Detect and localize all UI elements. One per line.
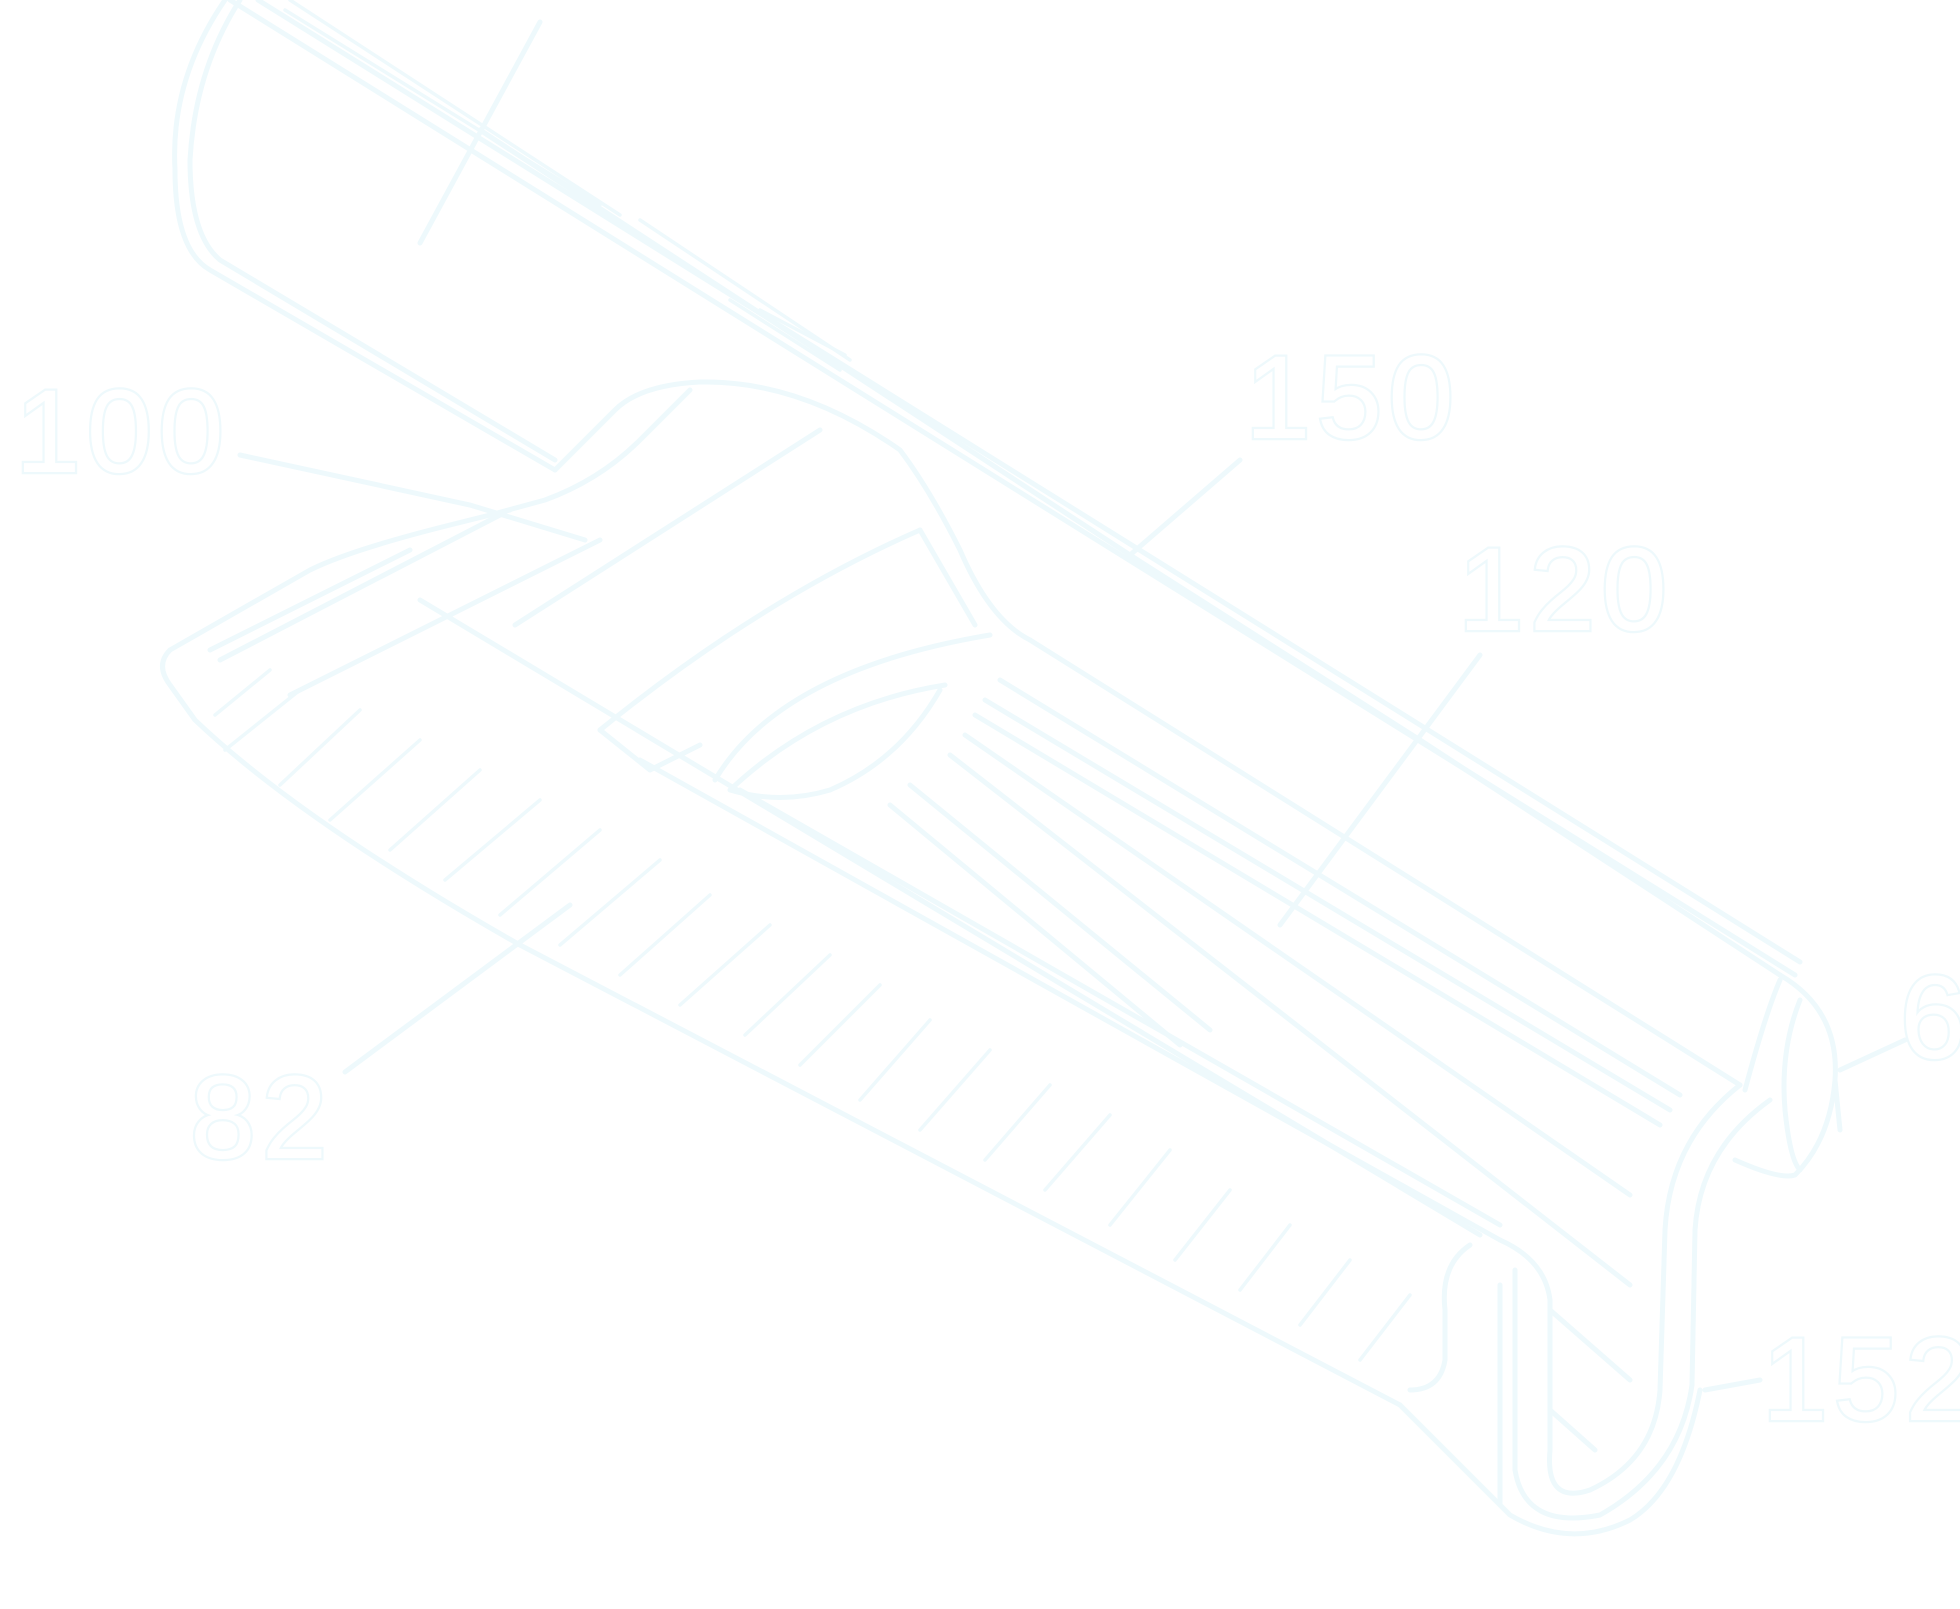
label-6: 6 bbox=[1900, 952, 1960, 1084]
leader-top bbox=[417, 19, 543, 246]
leader-6 bbox=[1837, 1037, 1908, 1073]
label-150: 150 bbox=[1245, 332, 1460, 464]
leader-82 bbox=[342, 902, 573, 1075]
label-120: 120 bbox=[1458, 524, 1673, 656]
central-flap bbox=[487, 379, 1033, 800]
right-channel bbox=[887, 637, 1838, 1521]
label-152: 152 bbox=[1762, 1314, 1960, 1446]
upper-lip bbox=[172, 0, 558, 473]
leader-120 bbox=[1277, 652, 1483, 928]
label-82: 82 bbox=[190, 1052, 333, 1184]
leader-100 bbox=[237, 452, 588, 543]
leader-152 bbox=[1702, 1377, 1763, 1393]
leader-150 bbox=[1127, 457, 1243, 558]
leader-lines bbox=[237, 19, 1908, 1393]
lower-tray bbox=[160, 507, 1703, 1537]
upper-rail bbox=[227, 0, 1843, 1133]
reference-labels: 100 150 120 82 6 152 bbox=[13, 330, 1960, 1449]
label-100: 100 bbox=[15, 366, 230, 498]
